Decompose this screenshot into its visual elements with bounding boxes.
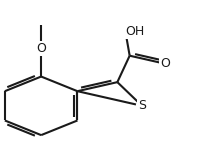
Text: S: S — [138, 99, 146, 112]
Text: O: O — [160, 57, 170, 70]
Text: O: O — [36, 42, 46, 55]
Text: OH: OH — [126, 25, 145, 38]
